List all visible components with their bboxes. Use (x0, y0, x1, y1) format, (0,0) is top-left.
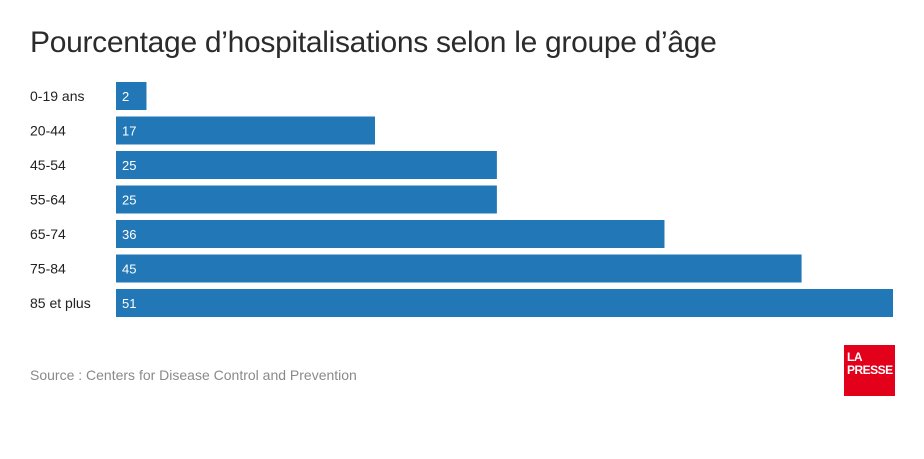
bar-value-label: 45 (122, 262, 136, 277)
bar-value-label: 25 (122, 193, 136, 208)
bar-value-label: 36 (122, 227, 136, 242)
bar (116, 289, 893, 317)
logo-line-1: LA (847, 350, 863, 364)
category-label: 75-84 (30, 261, 66, 277)
bar (116, 185, 497, 214)
chart-title: Pourcentage d’hospitalisations selon le … (30, 26, 717, 59)
bar (116, 151, 497, 179)
bar (116, 220, 665, 248)
bar-value-label: 2 (122, 89, 129, 104)
la-presse-logo: LA PRESSE (844, 345, 895, 396)
source-note: Source : Centers for Disease Control and… (30, 367, 357, 383)
category-label: 65-74 (30, 226, 66, 242)
logo-line-2: PRESSE (847, 363, 893, 377)
category-label: 20-44 (30, 123, 66, 139)
bar-value-label: 25 (122, 158, 136, 173)
category-label: 0-19 ans (30, 88, 84, 104)
category-label: 85 et plus (30, 295, 91, 311)
bar (116, 116, 375, 145)
bar-value-label: 17 (122, 124, 136, 139)
category-label: 55-64 (30, 192, 66, 208)
bar (116, 254, 802, 283)
bar (116, 82, 147, 110)
bar-value-label: 51 (122, 296, 136, 311)
category-label: 45-54 (30, 157, 66, 173)
